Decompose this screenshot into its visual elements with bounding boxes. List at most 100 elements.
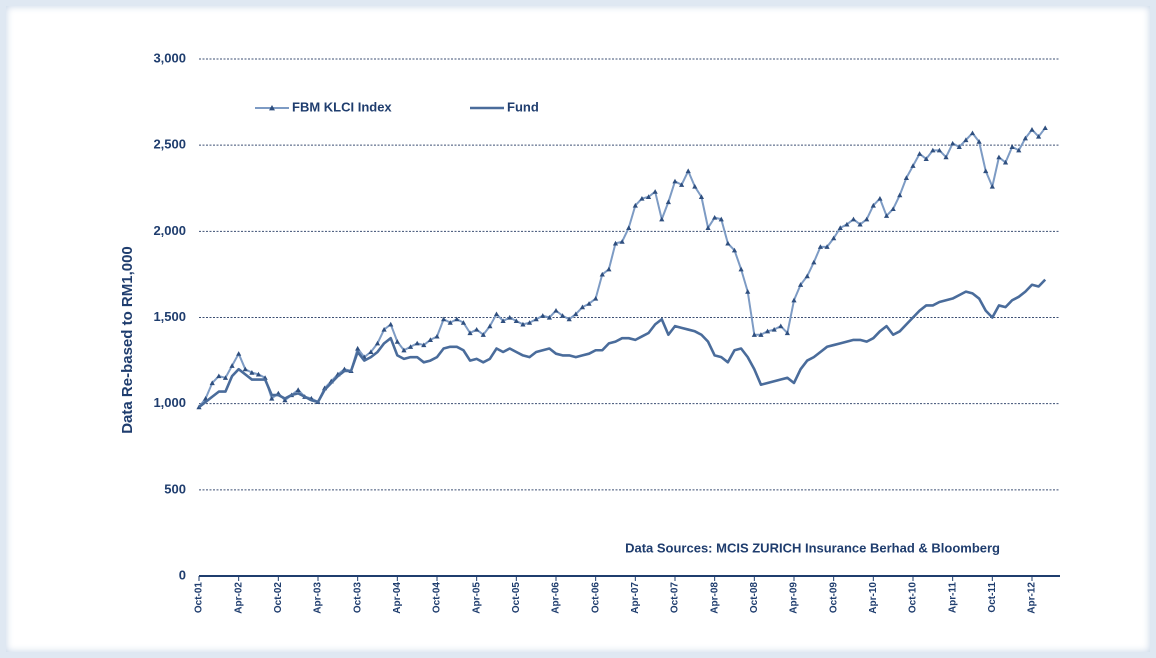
- data-point: [480, 332, 486, 337]
- data-point: [916, 151, 923, 156]
- data-point: [586, 301, 592, 306]
- x-tick-label: Apr-04: [392, 582, 403, 614]
- x-tick-label: Oct-03: [352, 582, 363, 614]
- x-tick-label: Apr-03: [313, 582, 324, 614]
- data-point: [665, 199, 671, 205]
- data-point: [745, 289, 751, 294]
- x-tick-label: Oct-05: [511, 582, 522, 614]
- data-point: [778, 323, 784, 329]
- data-point: [295, 387, 301, 392]
- data-point: [619, 239, 625, 244]
- x-tick-label: Apr-05: [471, 582, 482, 614]
- data-point: [606, 266, 612, 272]
- data-point: [526, 320, 533, 325]
- data-point: [209, 380, 215, 386]
- x-tick-label: Apr-09: [789, 582, 800, 614]
- data-point: [1002, 159, 1009, 165]
- data-point: [718, 216, 724, 222]
- data-point: [870, 202, 876, 208]
- data-point: [421, 342, 427, 348]
- data-point: [566, 316, 572, 322]
- data-point: [368, 349, 374, 355]
- data-point: [857, 221, 863, 227]
- x-tick-label: Oct-11: [987, 582, 998, 613]
- data-point: [679, 182, 685, 187]
- data-point: [864, 216, 870, 222]
- data-point: [401, 347, 407, 353]
- data-point: [883, 213, 890, 218]
- x-tick-label: Apr-06: [551, 582, 562, 614]
- data-point: [414, 340, 420, 346]
- data-point: [923, 156, 929, 162]
- data-point: [712, 214, 718, 220]
- data-point: [692, 183, 698, 189]
- data-point: [698, 194, 705, 199]
- data-point: [784, 330, 790, 336]
- data-point: [798, 282, 804, 287]
- data-point: [441, 316, 447, 322]
- data-point: [388, 321, 394, 327]
- data-point: [758, 332, 764, 337]
- data-point: [540, 313, 546, 318]
- data-point: [956, 144, 962, 149]
- data-point: [546, 314, 552, 320]
- data-point: [897, 192, 903, 198]
- data-point: [811, 259, 817, 265]
- y-tick-label: 2,000: [153, 223, 186, 238]
- data-point: [447, 320, 453, 325]
- data-point: [1042, 125, 1048, 131]
- data-point: [229, 363, 235, 368]
- data-point: [705, 225, 711, 230]
- data-point: [804, 273, 810, 279]
- data-point: [837, 225, 843, 230]
- data-point: [989, 183, 995, 189]
- x-tick-label: Oct-01: [194, 582, 205, 614]
- data-point: [771, 326, 777, 332]
- data-point: [983, 168, 989, 174]
- data-point: [639, 195, 645, 201]
- data-point: [850, 216, 857, 222]
- data-point: [579, 304, 586, 310]
- data-point: [500, 318, 506, 324]
- data-point: [573, 311, 579, 317]
- data-point: [817, 244, 824, 249]
- data-point: [725, 240, 731, 246]
- data-point: [844, 221, 850, 227]
- data-point: [645, 194, 652, 199]
- x-tick-label: Oct-08: [749, 582, 760, 614]
- series-line: [198, 127, 1047, 408]
- y-tick-label: 1,000: [153, 395, 186, 410]
- y-axis-label: Data Re-based to RM1,000: [119, 246, 136, 434]
- data-point: [407, 344, 414, 349]
- data-point: [460, 320, 467, 325]
- data-point: [216, 373, 222, 379]
- data-point: [612, 240, 619, 246]
- data-point: [910, 163, 916, 168]
- data-point: [659, 216, 665, 222]
- data-point: [791, 297, 797, 303]
- data-point: [487, 323, 493, 329]
- data-point: [1029, 127, 1035, 132]
- y-tick-label: 0: [179, 567, 186, 582]
- data-point: [1009, 144, 1015, 149]
- data-point: [355, 345, 361, 351]
- data-point: [824, 244, 830, 249]
- data-point: [553, 308, 559, 313]
- data-point: [652, 189, 658, 194]
- data-point: [381, 326, 387, 332]
- data-point: [236, 351, 242, 356]
- data-point: [507, 314, 513, 320]
- data-point: [731, 247, 738, 253]
- data-point: [533, 316, 539, 322]
- x-tick-label: Apr-12: [1027, 582, 1038, 614]
- x-tick-label: Apr-11: [947, 582, 958, 614]
- x-tick-label: Apr-10: [868, 582, 879, 614]
- x-tick-label: Apr-08: [709, 582, 720, 614]
- data-point: [685, 168, 691, 174]
- data-point: [467, 330, 473, 336]
- y-tick-label: 500: [164, 481, 186, 496]
- data-point: [877, 195, 883, 201]
- data-point: [963, 137, 969, 143]
- y-tick-label: 2,500: [153, 137, 186, 152]
- data-point: [427, 337, 433, 342]
